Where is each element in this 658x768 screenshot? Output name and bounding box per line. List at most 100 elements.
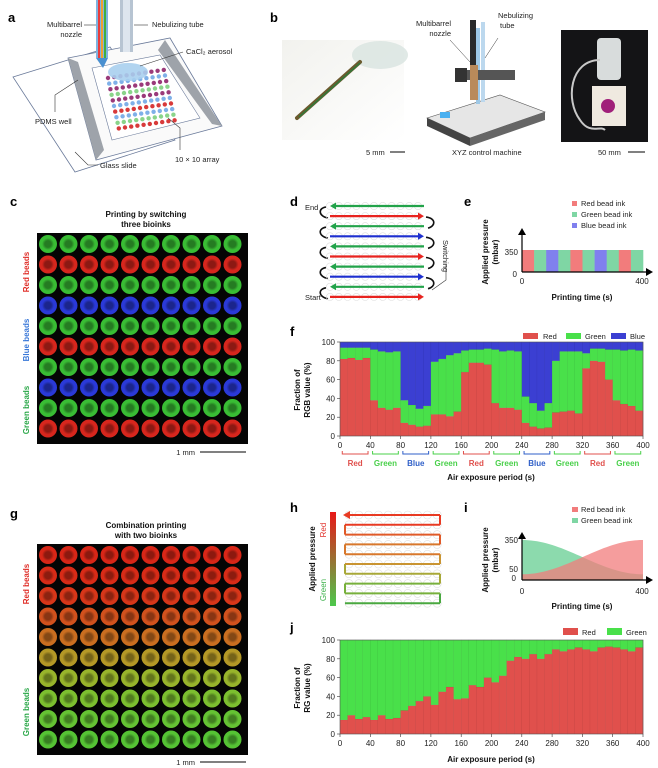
bead-core <box>226 549 239 561</box>
bead-core <box>165 631 177 643</box>
bead <box>170 106 175 112</box>
bead-core <box>83 651 95 664</box>
bead-core <box>144 610 157 623</box>
bead-core <box>83 590 95 602</box>
bead <box>121 90 127 96</box>
bar-red <box>354 718 364 735</box>
bead-core <box>83 713 95 725</box>
bead <box>149 98 154 103</box>
bead-core <box>206 549 218 561</box>
bar-red <box>536 428 545 437</box>
label-nebulizing: Nebulizing <box>498 11 533 20</box>
bead-core <box>83 402 95 414</box>
bead-core <box>124 692 136 705</box>
bead-core <box>185 590 198 602</box>
legend-red: Red bead ink <box>581 199 625 208</box>
bar-red <box>476 686 485 735</box>
switch-arrow <box>319 287 329 300</box>
panel-e: e Red bead ink Green bead ink Blue bead … <box>464 194 653 302</box>
bar-green <box>483 639 492 678</box>
bar-green <box>370 639 379 721</box>
ytick: 0 <box>512 574 517 583</box>
bar-blue <box>362 341 371 348</box>
legend-green: Green bead ink <box>581 516 633 525</box>
bead-core <box>144 361 157 373</box>
bar-blue <box>612 341 621 350</box>
bead-core <box>42 258 54 271</box>
bead <box>172 118 177 123</box>
bar-green <box>597 348 606 362</box>
switch-arrow <box>319 246 329 260</box>
bar-green <box>408 639 417 706</box>
bar-red <box>438 691 447 735</box>
bead-core <box>206 672 218 684</box>
arrow-head <box>418 293 424 301</box>
label-end: End <box>305 203 318 212</box>
bar-green <box>604 349 614 380</box>
bead <box>107 81 112 86</box>
bead-core <box>83 279 95 291</box>
bead-core <box>226 631 239 643</box>
switch-arrow <box>425 236 435 250</box>
bar-green <box>559 639 568 652</box>
bead-core <box>226 279 239 291</box>
legend-green: Green <box>626 628 647 637</box>
bead <box>155 68 160 74</box>
panel-a: a Multibarrel nozzle Nebulizing tube CaC… <box>8 0 233 173</box>
bead-core <box>103 279 116 291</box>
ytick-label: 100 <box>322 636 336 645</box>
bar-red <box>377 407 386 437</box>
label-nebulizing-tube: Nebulizing tube <box>152 20 204 29</box>
bead-core <box>165 672 177 684</box>
bead-core <box>165 320 177 332</box>
bar-red <box>597 647 606 735</box>
xtick-label: 80 <box>396 739 405 748</box>
xtick: 400 <box>635 277 649 286</box>
bead <box>105 75 111 81</box>
bead-core <box>42 402 54 414</box>
legend-red: Red <box>543 332 557 341</box>
bead-core <box>42 238 54 250</box>
bead-core <box>103 692 116 705</box>
bead-core <box>83 672 95 684</box>
bead <box>144 104 149 110</box>
bead-core <box>83 361 95 373</box>
bar-blue <box>521 341 530 397</box>
bar-green <box>627 639 636 652</box>
legend-red: Red <box>582 628 596 637</box>
bead <box>144 76 149 81</box>
pressure-block-red <box>570 250 583 272</box>
pressure-block-blue <box>546 250 559 272</box>
bead-core <box>83 299 95 312</box>
bar-green <box>514 639 523 658</box>
bead-core <box>226 258 239 271</box>
bead-core <box>185 610 198 623</box>
bracket <box>493 451 521 455</box>
x-axis-title: Printing time (s) <box>552 293 613 302</box>
bead <box>139 111 144 116</box>
ytick-label: 80 <box>326 357 335 366</box>
bar-blue <box>461 341 470 351</box>
arrow-head <box>330 222 336 230</box>
bar-blue <box>400 341 409 401</box>
bead-core <box>83 692 95 705</box>
bead-core <box>144 692 157 705</box>
bead-core <box>42 733 54 746</box>
panel-label: i <box>464 500 468 515</box>
bar-green <box>476 639 485 688</box>
side-label-blue: Blue beads <box>22 318 31 361</box>
bead-core <box>206 422 218 435</box>
xtick-label: 0 <box>338 441 343 450</box>
bar-green <box>544 639 553 655</box>
bead <box>166 90 171 95</box>
bar-green <box>574 639 583 648</box>
bead-core <box>144 422 157 435</box>
bead-core <box>103 381 116 394</box>
bar-green <box>415 408 424 427</box>
bead <box>154 91 159 97</box>
bead-core <box>83 320 95 332</box>
bead-core <box>185 258 198 271</box>
bar-red <box>415 700 424 735</box>
bar-red <box>521 422 530 437</box>
panel-h: h Applied pressure Red Green <box>290 500 442 608</box>
